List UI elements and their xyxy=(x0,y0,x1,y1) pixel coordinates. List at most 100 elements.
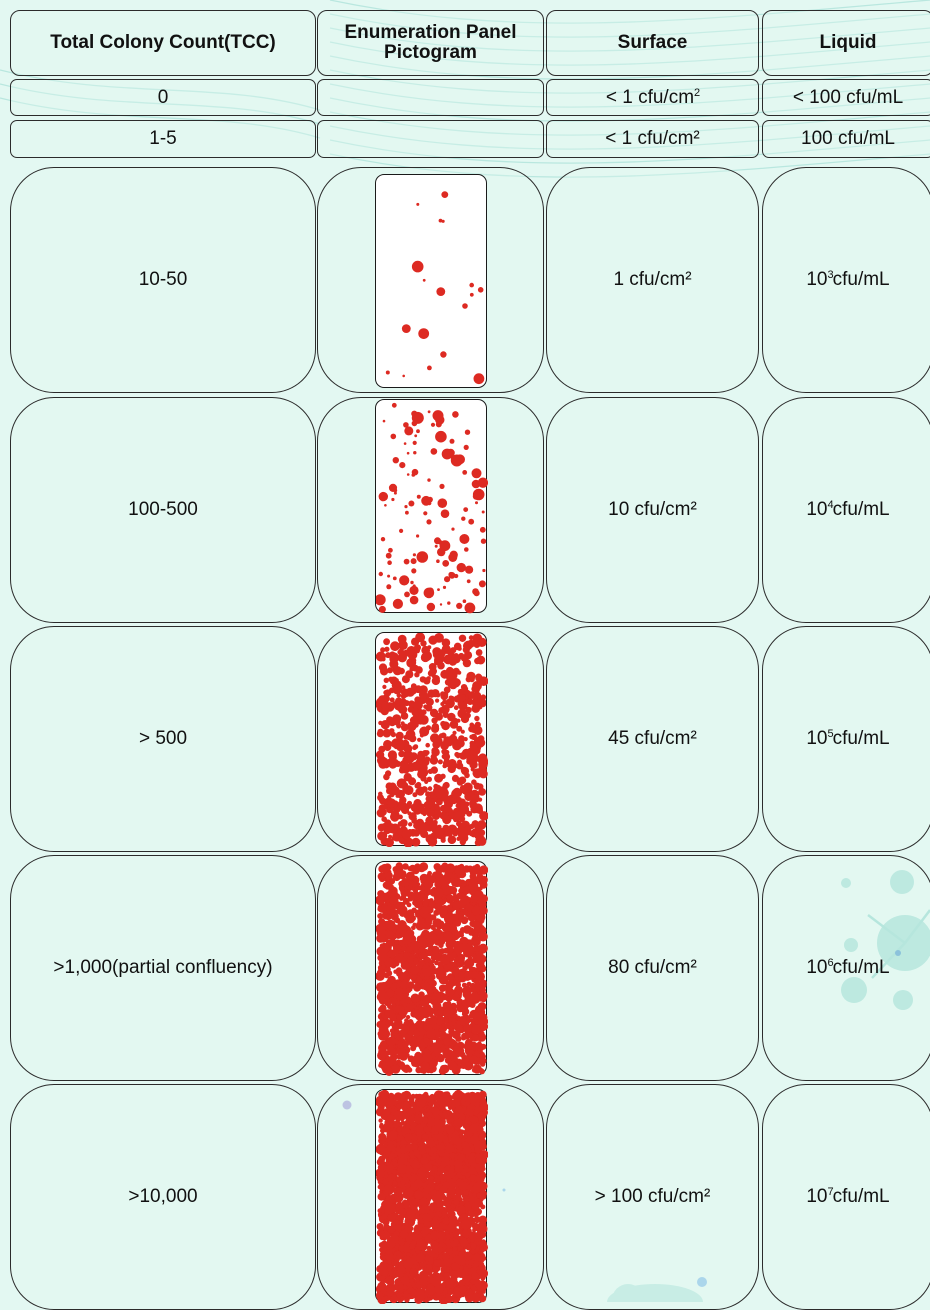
colony-dot xyxy=(442,1216,450,1225)
colony-dot xyxy=(471,1202,480,1211)
colony-dot xyxy=(377,823,386,832)
colony-dot xyxy=(466,579,471,584)
colony-dot xyxy=(391,997,398,1004)
colony-dot xyxy=(467,912,476,922)
colony-dot xyxy=(398,650,406,658)
colony-dot xyxy=(421,982,430,991)
colony-dot xyxy=(477,804,483,809)
colony-dot xyxy=(402,1064,411,1073)
colony-dot xyxy=(377,653,385,662)
colony-dot xyxy=(402,1002,408,1008)
colony-dot xyxy=(444,679,452,686)
colony-dot xyxy=(387,1213,396,1222)
colony-dot xyxy=(383,677,389,683)
colony-dot xyxy=(458,1205,466,1214)
colony-dot xyxy=(386,1239,396,1249)
colony-dot xyxy=(409,1114,416,1122)
colony-dot xyxy=(406,451,410,455)
colony-dot xyxy=(422,811,427,817)
colony-dot xyxy=(478,788,486,796)
colony-dot xyxy=(385,875,390,881)
colony-dot xyxy=(376,1158,385,1166)
colony-dot xyxy=(401,1025,410,1034)
colony-dot xyxy=(388,834,393,839)
colony-dot xyxy=(431,1053,436,1058)
colony-dot xyxy=(415,1281,424,1289)
colony-dot xyxy=(431,1193,442,1204)
colony-dot xyxy=(393,717,401,726)
colony-dot xyxy=(377,913,384,919)
colony-dot xyxy=(403,913,410,919)
liquid-exponent: 4 xyxy=(827,499,833,511)
colony-dot xyxy=(377,1108,383,1114)
colony-dot xyxy=(445,987,455,997)
colony-dot xyxy=(427,999,433,1004)
colony-dot xyxy=(384,966,391,973)
colony-dot xyxy=(416,1239,426,1248)
colony-dot xyxy=(429,1175,435,1181)
colony-dot xyxy=(477,637,487,647)
table-row-4-surface: 45 cfu/cm² xyxy=(546,626,759,852)
colony-dot xyxy=(436,1294,443,1301)
colony-dot xyxy=(440,691,446,697)
colony-dot xyxy=(474,1101,480,1107)
colony-dot xyxy=(465,1126,470,1131)
colony-dot xyxy=(462,470,468,475)
colony-dot xyxy=(433,863,441,871)
colony-dot xyxy=(455,900,464,909)
colony-dot xyxy=(404,505,408,509)
colony-dot xyxy=(446,885,455,895)
colony-dot xyxy=(404,1133,413,1141)
colony-dot xyxy=(455,1178,464,1187)
table-row-1-liquid: 100 cfu/mL xyxy=(762,120,930,158)
colony-dot xyxy=(438,218,443,223)
colony-dot xyxy=(392,598,403,609)
colony-dot xyxy=(421,905,431,915)
colony-dot xyxy=(386,667,394,674)
colony-dot xyxy=(473,590,480,597)
colony-dot xyxy=(478,994,484,1000)
colony-dot xyxy=(415,1124,424,1133)
colony-dot xyxy=(400,642,408,650)
colony-dot xyxy=(418,924,424,930)
colony-dot xyxy=(396,682,402,689)
colony-dot xyxy=(480,1187,486,1193)
colony-dot xyxy=(377,1192,386,1201)
colony-dot xyxy=(385,1249,391,1255)
colony-dot xyxy=(411,420,418,427)
colony-dot xyxy=(406,956,414,964)
colony-dot xyxy=(411,637,420,646)
colony-dot xyxy=(390,731,396,738)
colony-dot xyxy=(457,688,465,696)
colony-dot xyxy=(456,1002,462,1008)
colony-dot xyxy=(453,1159,463,1169)
colony-dot xyxy=(477,935,483,941)
colony-dot xyxy=(474,721,481,728)
table-row-0-pictogram xyxy=(317,79,544,116)
colony-dot xyxy=(436,798,443,806)
colony-dot xyxy=(476,1198,481,1204)
colony-dot xyxy=(396,1292,403,1299)
colony-dot xyxy=(378,1063,383,1068)
colony-dot xyxy=(462,303,468,309)
colony-dot xyxy=(461,1098,466,1103)
colony-dot xyxy=(430,448,438,455)
colony-dot xyxy=(442,560,450,567)
colony-dot xyxy=(453,1092,460,1099)
colony-dot xyxy=(470,733,477,741)
colony-dot xyxy=(411,473,416,477)
colony-dot xyxy=(469,742,478,750)
header-enumeration-panel-pictogram: Enumeration Panel Pictogram xyxy=(317,10,544,76)
colony-dot xyxy=(468,1211,475,1218)
colony-dot xyxy=(463,507,469,512)
colony-dot xyxy=(383,1184,394,1194)
colony-dot xyxy=(416,494,421,499)
colony-dot xyxy=(384,1161,389,1166)
colony-dot xyxy=(480,538,487,544)
colony-dot xyxy=(412,745,417,751)
table-row-0-tcc: 0 xyxy=(10,79,316,116)
colony-dot xyxy=(395,924,401,930)
table-row-0-surface: < 1 cfu/cm2 xyxy=(546,79,759,116)
colony-dot xyxy=(471,685,478,693)
colony-dot xyxy=(479,904,486,911)
